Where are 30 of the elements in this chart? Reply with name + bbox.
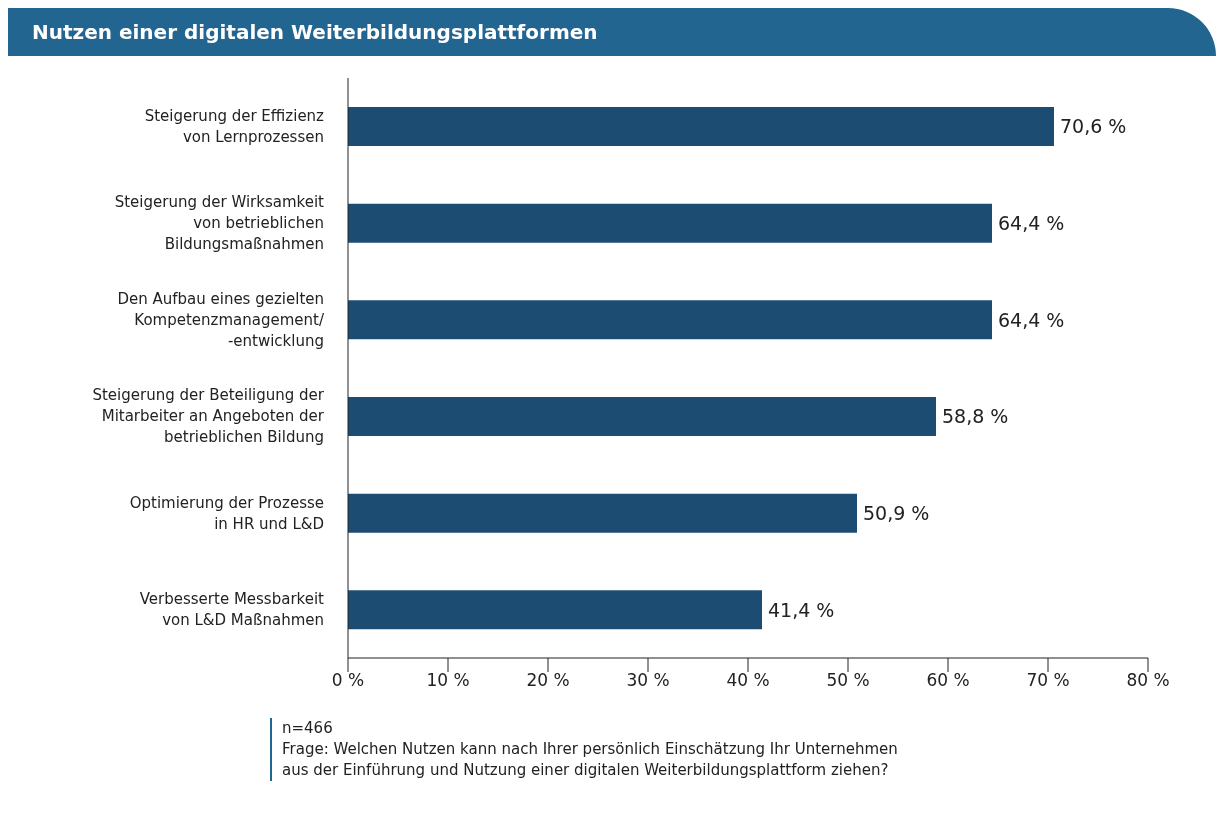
text: Frage: Welchen Nutzen kann nach Ihrer persönlich Einschätzung Ihr Unternehmen aus der Einführung und Nutzung einer digitalen Weiterbildungsplattform ziehen? <box>282 739 899 781</box>
x-tick-label: 80 % <box>1126 670 1170 691</box>
bar <box>348 107 1054 146</box>
x-tick-label: 20 % <box>526 670 570 691</box>
x-tick-label: 60 % <box>926 670 970 691</box>
data-label: 41,4 % <box>768 598 835 621</box>
chart-title: Nutzen einer digitalen Weiterbildungsplattformen <box>8 8 1216 56</box>
bar <box>348 300 992 340</box>
data-label: 50,9 % <box>863 501 930 524</box>
x-tick-label: 10 % <box>426 670 470 691</box>
y-tick-label: Den Aufbau eines gezielten Kompetenzmanagement/ -entwicklung <box>117 289 325 350</box>
x-tick-label: 30 % <box>626 670 670 691</box>
text: n=466 <box>282 718 334 739</box>
y-tick-label: Steigerung der Wirksamkeit von betrieblichen Bildungsmaßnahmen <box>114 193 325 253</box>
bar <box>348 590 762 630</box>
y-tick-label: Steigerung der Beteiligung der Mitarbeiter an Angeboten der betrieblichen Bildung <box>92 386 325 447</box>
bar <box>348 203 992 243</box>
x-tick-label: 0 % <box>331 670 365 691</box>
data-label: 70,6 % <box>1060 115 1127 138</box>
bar <box>348 493 857 533</box>
x-tick-label: 40 % <box>726 670 770 691</box>
data-label: 58,8 % <box>942 405 1009 428</box>
y-tick-label: Verbesserte Messbarkeit von L&D Maßnahmen <box>139 590 325 630</box>
y-tick-label: Optimierung der Prozesse in HR und L&D <box>129 493 324 533</box>
x-tick-label: 70 % <box>1026 670 1070 691</box>
x-tick-label: 50 % <box>826 670 870 691</box>
data-label: 64,4 % <box>998 308 1065 331</box>
bar <box>348 397 936 436</box>
data-label: 64,4 % <box>998 211 1065 234</box>
y-tick-label: Steigerung der Effizienz von Lernprozessen <box>144 106 325 146</box>
